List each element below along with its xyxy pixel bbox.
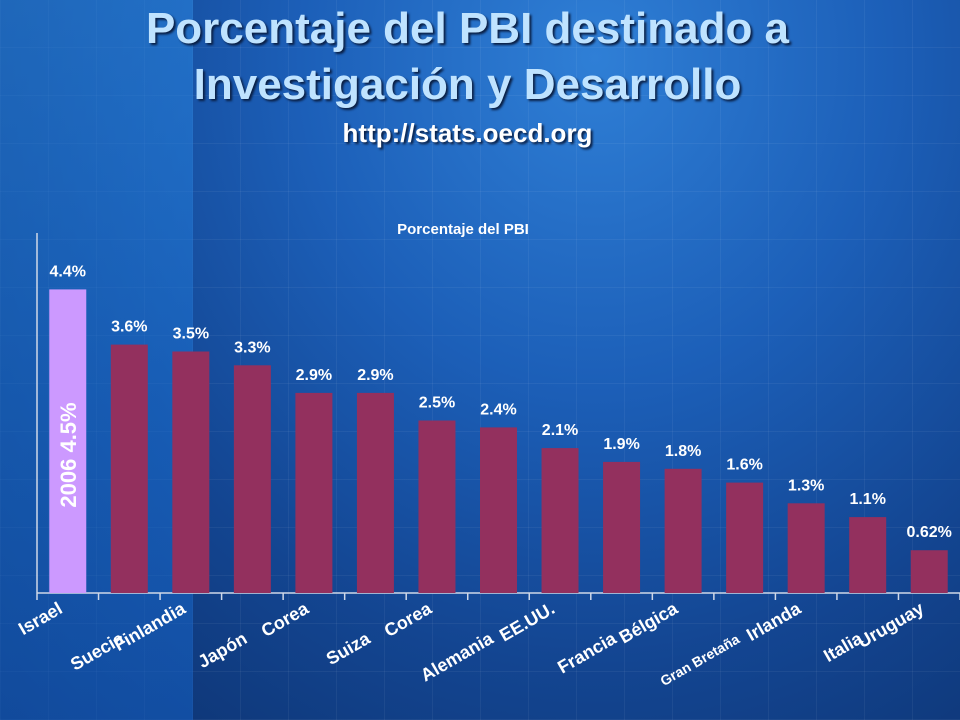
bar-belgica-10 <box>664 468 702 593</box>
category-label-corea-6: Corea <box>381 598 436 641</box>
value-label-6: 2.5% <box>419 395 455 412</box>
bar-italia-13 <box>849 517 887 593</box>
value-label-8: 2.1% <box>542 422 578 439</box>
value-label-11: 1.6% <box>726 457 762 474</box>
bar-ee-uu-8 <box>541 448 579 593</box>
bar-alemania-7 <box>480 427 517 593</box>
category-label-ee-uu-8: EE.UU. <box>496 598 558 645</box>
bar-uruguay-14 <box>910 550 948 593</box>
category-label-belgica-10: Bélgica <box>616 598 682 648</box>
source-url: http://stats.oecd.org <box>342 118 593 148</box>
bar-corea-4 <box>295 392 333 593</box>
value-label-4: 2.9% <box>296 367 332 384</box>
value-label-9: 1.9% <box>603 436 639 453</box>
value-label-13: 1.1% <box>849 491 885 508</box>
category-label-alemania-7: Alemania <box>417 628 497 686</box>
value-label-3: 3.3% <box>234 339 270 356</box>
category-label-irlanda-12: Irlanda <box>743 598 805 645</box>
value-label-7: 2.4% <box>480 401 516 418</box>
category-label-finlandia-2: Finlandia <box>110 598 189 655</box>
category-label-japon-3: Japón <box>194 628 250 672</box>
category-label-israel-0: Israel <box>15 598 66 639</box>
slide-title-line-1: Porcentaje del PBI destinado a <box>145 4 790 53</box>
category-label-corea-4: Corea <box>258 598 313 641</box>
category-label-gran-bretana-11: Gran Bretaña <box>657 631 742 689</box>
value-labels: 4.4% 3.6% 3.5% 3.3% 2.9% 2.9% 2.5% 2.4% 2.1% 1.9%… <box>50 263 952 541</box>
chart-title: Porcentaje del PBI <box>397 221 529 238</box>
bar-japon-3 <box>233 365 271 593</box>
value-label-1: 3.6% <box>111 319 147 336</box>
bar-israel-0 <box>49 289 87 593</box>
category-label-uruguay-14: Uruguay <box>854 598 927 652</box>
left-accent-band <box>0 0 193 720</box>
value-label-0: 4.4% <box>50 263 86 280</box>
bar-corea-6 <box>418 420 456 593</box>
bar-gran-bretana-11 <box>726 482 764 593</box>
bar-series <box>49 289 948 593</box>
value-label-14: 0.62% <box>907 524 952 541</box>
highlight-annotation: 2006 4.5% <box>56 402 81 507</box>
category-label-suiza-5: Suiza <box>323 628 375 669</box>
bar-finlandia-2 <box>172 351 210 593</box>
slide-title-line-2: Investigación y Desarrollo <box>193 60 742 109</box>
bar-suecia-1 <box>110 344 148 593</box>
value-label-2: 3.5% <box>173 326 209 343</box>
value-label-5: 2.9% <box>357 367 393 384</box>
bar-suiza-5 <box>356 392 394 593</box>
x-axis-ticks <box>36 593 960 600</box>
bar-irlanda-12 <box>787 503 825 593</box>
value-label-12: 1.3% <box>788 477 824 494</box>
bar-francia-9 <box>603 461 641 593</box>
category-label-francia-9: Francia <box>554 628 620 678</box>
value-label-10: 1.8% <box>665 443 701 460</box>
